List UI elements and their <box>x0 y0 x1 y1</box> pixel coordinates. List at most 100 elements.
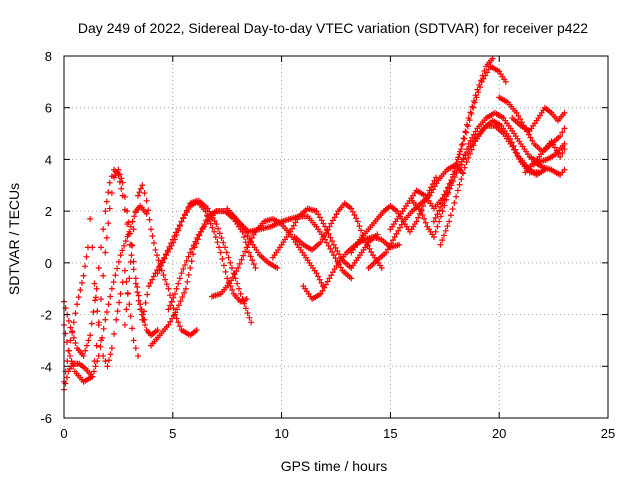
data-point <box>515 112 522 119</box>
data-point <box>166 245 173 252</box>
data-point <box>421 215 428 222</box>
data-point <box>317 239 324 246</box>
data-point <box>124 208 131 215</box>
data-point <box>140 308 147 315</box>
data-point <box>105 189 112 196</box>
data-point <box>91 280 98 287</box>
series-sat-25 <box>531 138 568 168</box>
data-point <box>181 289 188 296</box>
data-point <box>461 135 468 142</box>
data-point <box>428 189 435 196</box>
data-point <box>440 232 447 239</box>
data-point <box>247 238 254 245</box>
data-point <box>456 181 463 188</box>
data-point <box>354 218 361 225</box>
data-point <box>502 78 509 85</box>
data-point <box>459 140 466 147</box>
data-point <box>70 319 77 326</box>
data-point <box>80 352 87 359</box>
data-point <box>129 242 136 249</box>
data-point <box>324 226 331 233</box>
data-point <box>316 214 323 221</box>
data-point <box>141 190 148 197</box>
data-point <box>446 185 453 192</box>
data-point <box>134 283 141 290</box>
data-point <box>62 330 69 337</box>
data-point <box>473 94 480 101</box>
data-point <box>116 299 123 306</box>
data-point <box>240 252 247 259</box>
data-point <box>220 262 227 269</box>
data-point <box>364 242 371 249</box>
data-point <box>458 146 465 153</box>
data-point <box>80 272 87 279</box>
data-point <box>439 237 446 244</box>
data-point <box>228 277 235 284</box>
data-point <box>463 159 470 166</box>
chart-title: Day 249 of 2022, Sidereal Day-to-day VTE… <box>78 20 588 36</box>
y-tick-label: -2 <box>40 308 52 323</box>
data-point <box>140 311 147 318</box>
data-point <box>238 256 245 263</box>
data-point <box>330 252 337 259</box>
data-point <box>470 142 477 149</box>
data-point <box>107 351 114 358</box>
data-point <box>391 234 398 240</box>
data-point <box>250 261 257 268</box>
data-point <box>470 131 477 138</box>
data-point <box>100 272 107 279</box>
data-point <box>100 226 107 233</box>
data-point <box>161 255 168 262</box>
data-point <box>551 144 558 151</box>
data-point <box>127 230 134 237</box>
data-point <box>334 247 341 254</box>
data-point <box>448 182 455 189</box>
data-point <box>115 166 122 173</box>
data-point <box>70 334 77 341</box>
data-point <box>555 150 562 157</box>
data-point <box>181 211 188 218</box>
data-point <box>124 290 131 297</box>
data-point <box>100 352 107 359</box>
data-point <box>69 328 76 335</box>
data-point <box>126 301 133 308</box>
data-point <box>471 99 478 106</box>
data-point <box>460 156 467 163</box>
data-point <box>513 109 520 116</box>
data-point <box>235 285 242 292</box>
data-point <box>527 134 534 141</box>
data-point <box>146 216 153 223</box>
data-point <box>243 244 250 251</box>
data-point <box>209 224 216 231</box>
data-point <box>249 257 256 264</box>
y-tick-label: 8 <box>45 49 52 64</box>
data-point <box>150 240 157 247</box>
data-point <box>439 200 446 207</box>
data-point <box>165 306 172 313</box>
data-point <box>162 276 169 283</box>
data-point <box>215 225 222 232</box>
data-point <box>213 221 220 228</box>
data-point <box>171 290 178 297</box>
data-point <box>217 249 224 256</box>
data-point <box>121 242 128 249</box>
data-point <box>110 278 117 285</box>
data-point <box>204 212 211 219</box>
data-point <box>444 223 451 230</box>
data-point <box>175 227 182 234</box>
data-point <box>83 253 90 260</box>
data-point <box>202 208 209 215</box>
data-point <box>446 218 453 225</box>
series-sat-2 <box>61 166 161 359</box>
data-point <box>328 220 335 227</box>
data-point <box>165 248 172 255</box>
data-point <box>464 123 471 130</box>
data-point <box>176 323 183 330</box>
data-point <box>211 228 218 235</box>
data-point <box>211 217 218 224</box>
data-point <box>75 294 82 301</box>
data-point <box>118 175 125 182</box>
data-point <box>482 72 489 79</box>
data-point <box>366 245 373 252</box>
data-point <box>130 337 137 344</box>
